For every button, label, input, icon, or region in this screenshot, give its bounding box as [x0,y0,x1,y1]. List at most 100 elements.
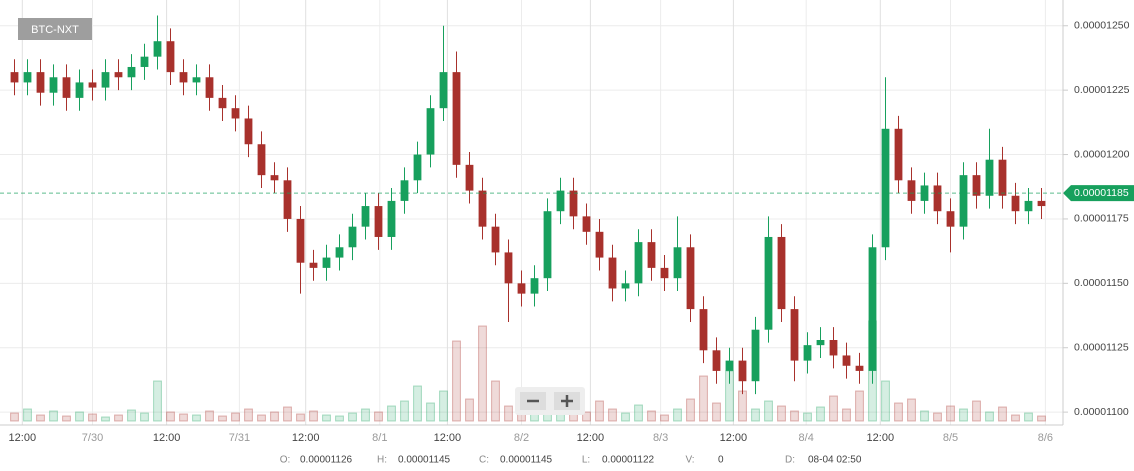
volume-bar [218,415,227,422]
x-tick-label: 12:00 [9,432,37,444]
candle-body [686,247,695,310]
x-tick-label: 8/1 [372,432,387,444]
candle-body [465,164,474,191]
y-tick-label: 0.00001250 [1074,20,1130,32]
candle-body [296,218,305,263]
y-tick-label: 0.00001225 [1074,84,1130,96]
candle-body [543,211,552,279]
candle-body [413,154,422,181]
candle-body [673,247,682,279]
candle-body [439,72,448,109]
candle-body [140,56,149,67]
y-tick-label: 0.00001175 [1074,213,1129,225]
candle-body [933,185,942,212]
candle-body [621,283,630,289]
last-price-tag [1063,185,1134,202]
volume-bar [621,412,630,422]
candle-body [192,77,201,83]
candle-body [985,159,994,196]
candle-body [322,257,331,268]
candle-body [855,365,864,371]
candle-body [335,247,344,258]
volume-bar [127,409,136,422]
candle-body [959,175,968,227]
candle-body [309,262,318,268]
x-tick-label: 12:00 [577,432,605,444]
candle-body [582,216,591,232]
volume-bar [36,414,45,422]
candle-body [10,72,19,83]
candle-body [153,41,162,57]
candle-body [478,190,487,227]
volume-bar [647,410,656,422]
y-tick-label: 0.00001100 [1074,406,1129,418]
candle-body [517,283,526,294]
candle-body [218,97,227,109]
candle-body [270,175,279,181]
volume-bar [920,410,929,422]
volume-bar [855,390,864,422]
volume-bar [192,414,201,422]
volume-bar [504,405,513,422]
candle-body [608,257,617,289]
volume-bar [699,375,708,422]
candle-body [504,252,513,284]
volume-bar [842,408,851,422]
candle-body [179,72,188,83]
candle-body [62,77,71,98]
volume-bar [205,410,214,422]
volume-bar [374,411,383,422]
candle-body [400,180,409,201]
volume-bar [634,404,643,422]
candle-body [166,41,175,73]
y-tick-label: 0.00001200 [1074,148,1130,160]
volume-bar [998,406,1007,422]
readout-value: 0.00001126 [300,455,353,466]
candle-body [205,77,214,98]
candle-body [829,340,838,356]
volume-bar [790,410,799,422]
candle-body [972,175,981,196]
candle-body [660,267,669,279]
candle-body [894,128,903,181]
volume-bar [439,390,448,422]
candle-body [491,226,500,253]
readout-value: 0.00001145 [500,455,553,466]
volume-bar [1037,415,1046,422]
volume-bar [777,405,786,422]
candle-body [49,77,58,93]
x-tick-label: 12:00 [153,432,181,444]
candle-body [816,340,825,346]
candle-body [530,278,539,294]
volume-bar [348,412,357,422]
readout-label: L: [582,455,590,466]
volume-bar [153,380,162,422]
volume-bar [608,408,617,422]
volume-bar [49,410,58,422]
candle-body [764,236,773,330]
candle-body [101,72,110,88]
volume-bar [400,400,409,422]
candle-body [998,159,1007,196]
candle-body [348,226,357,248]
x-tick-label: 8/5 [943,432,958,444]
volume-bar [673,408,682,422]
candle-body [777,236,786,310]
candle-body [803,345,812,361]
candle-body [127,66,136,78]
candle-body [426,108,435,155]
candle-body [36,72,45,93]
readout-label: C: [479,455,489,466]
volume-bar [361,408,370,422]
volume-bar [101,416,110,422]
candle-body [712,350,721,371]
y-tick-label: 0.00001125 [1074,342,1129,354]
candle-body [75,82,84,98]
volume-bar [1011,414,1020,422]
candle-body [738,360,747,382]
candle-body [725,360,734,371]
volume-bar [23,408,32,422]
readout-label: D: [785,455,795,466]
volume-bar [1024,412,1033,422]
candle-body [361,206,370,227]
